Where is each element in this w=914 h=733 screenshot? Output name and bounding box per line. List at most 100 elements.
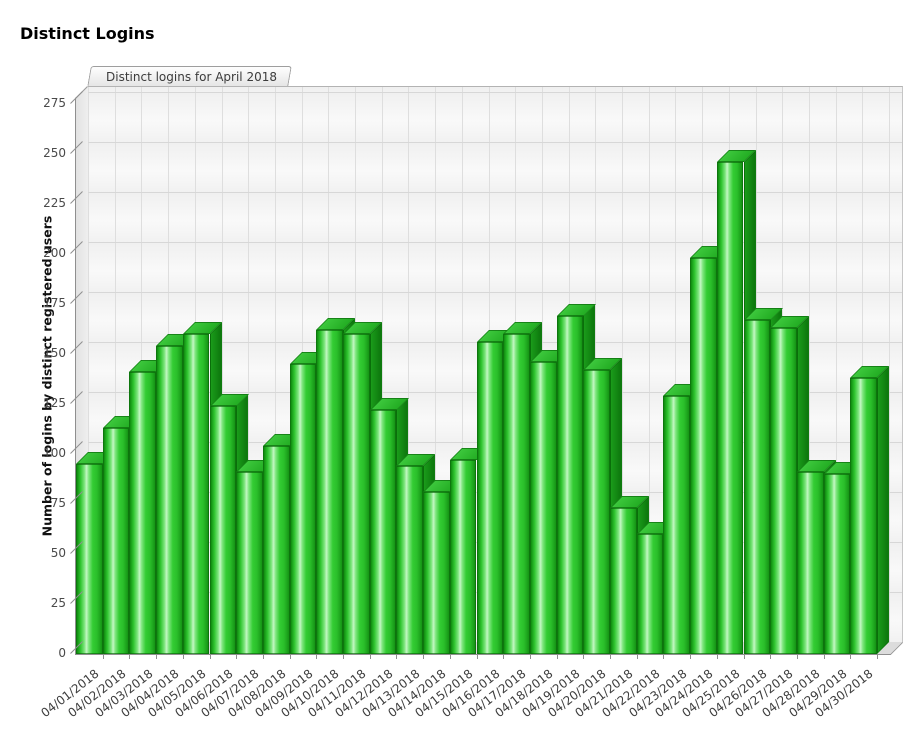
y-tick-label: 275 — [43, 96, 66, 110]
v-gridline — [862, 87, 864, 642]
bar-04/17/2018[interactable] — [503, 334, 530, 654]
bar-04/19/2018[interactable] — [556, 316, 584, 654]
bar-04/12/2018[interactable] — [369, 410, 397, 654]
bar-04/01/2018[interactable] — [76, 464, 103, 654]
x-tick-mark — [796, 655, 798, 659]
y-tick-label: 225 — [43, 196, 66, 210]
bar-04/25/2018[interactable] — [716, 162, 744, 654]
v-gridline — [835, 87, 837, 642]
bar-04/13/2018[interactable] — [396, 466, 424, 654]
x-tick-mark — [743, 655, 745, 659]
bar-04/15/2018[interactable] — [449, 460, 477, 654]
bar-04/30/2018[interactable] — [850, 378, 877, 654]
v-gridline — [622, 87, 623, 642]
y-tick-label: 75 — [50, 496, 66, 510]
bar-04/22/2018[interactable] — [636, 534, 664, 654]
x-tick-mark — [396, 655, 398, 659]
bar-04/18/2018[interactable] — [529, 362, 557, 654]
h-gridline — [87, 242, 902, 243]
v-gridline — [461, 87, 463, 642]
tab-label: Distinct logins for April 2018 — [106, 70, 277, 84]
bar-04/29/2018[interactable] — [823, 474, 851, 654]
bar-04/03/2018[interactable] — [129, 372, 157, 654]
x-tick-mark — [770, 655, 772, 659]
h-gridline — [87, 292, 902, 293]
bar-04/20/2018[interactable] — [583, 370, 610, 654]
h-gridline — [87, 92, 902, 93]
x-tick-mark — [690, 655, 692, 659]
y-tick-label: 0 — [58, 646, 66, 660]
y-tick-label: 150 — [43, 346, 66, 360]
bar-04/14/2018[interactable] — [423, 492, 450, 654]
y-tick-label: 175 — [43, 296, 66, 310]
y-tick-label: 25 — [50, 596, 66, 610]
bar-04/09/2018[interactable] — [289, 364, 317, 654]
x-tick-mark — [556, 655, 558, 659]
x-tick-mark — [182, 655, 184, 659]
v-gridline — [221, 87, 223, 642]
bar-04/08/2018[interactable] — [262, 446, 290, 654]
x-tick-mark — [316, 655, 318, 659]
y-tick-label: 250 — [43, 146, 66, 160]
v-gridline — [408, 87, 410, 642]
x-tick-mark — [716, 655, 718, 659]
bar-04/07/2018[interactable] — [236, 472, 263, 654]
x-tick-mark — [343, 655, 344, 659]
v-gridline — [889, 87, 890, 642]
x-tick-mark — [102, 655, 104, 659]
bar-04/05/2018[interactable] — [182, 334, 210, 654]
x-tick-mark — [850, 655, 852, 659]
bar-04/21/2018[interactable] — [610, 508, 637, 654]
y-tick-label: 125 — [43, 396, 66, 410]
y-tick-label: 200 — [43, 246, 66, 260]
v-gridline — [114, 87, 116, 642]
x-tick-mark — [449, 655, 451, 659]
bar-04/16/2018[interactable] — [476, 342, 504, 654]
bar-04/26/2018[interactable] — [743, 320, 771, 654]
bar-04/04/2018[interactable] — [156, 346, 183, 654]
bar-04/23/2018[interactable] — [663, 396, 691, 654]
bar-04/24/2018[interactable] — [690, 258, 717, 654]
x-tick-mark — [636, 655, 638, 659]
x-tick-mark — [209, 655, 211, 659]
y-tick-label: 50 — [50, 546, 66, 560]
x-tick-mark — [423, 655, 425, 659]
bar-side-face — [877, 366, 889, 654]
v-gridline — [648, 87, 650, 642]
x-tick-mark — [289, 655, 291, 659]
bar-04/02/2018[interactable] — [102, 428, 130, 654]
x-tick-mark — [823, 655, 825, 659]
x-tick-mark — [583, 655, 585, 659]
h-gridline — [87, 142, 902, 143]
x-tick-mark — [476, 655, 478, 659]
y-tick-label: 100 — [43, 446, 66, 460]
x-tick-mark — [503, 655, 505, 659]
bar-04/27/2018[interactable] — [770, 328, 797, 654]
bar-04/28/2018[interactable] — [796, 472, 824, 654]
v-gridline — [675, 87, 677, 642]
x-tick-mark — [156, 655, 158, 659]
v-gridline — [248, 87, 250, 642]
bar-04/11/2018[interactable] — [343, 334, 370, 654]
y-axis-line — [75, 98, 76, 654]
bar-04/06/2018[interactable] — [209, 406, 237, 654]
x-tick-mark — [236, 655, 238, 659]
h-gridline — [87, 192, 902, 193]
v-gridline — [435, 87, 437, 642]
bar-04/10/2018[interactable] — [316, 330, 343, 654]
v-gridline — [381, 87, 383, 642]
v-gridline — [274, 87, 276, 642]
x-tick-mark — [529, 655, 531, 659]
x-tick-mark — [610, 655, 611, 659]
x-tick-mark — [129, 655, 131, 659]
tab-distinct-logins-april-2018[interactable]: Distinct logins for April 2018 — [87, 66, 292, 87]
v-gridline — [88, 87, 89, 642]
x-tick-mark — [877, 655, 878, 659]
page-title: Distinct Logins — [20, 24, 155, 43]
x-tick-mark — [262, 655, 264, 659]
x-tick-mark — [369, 655, 371, 659]
x-tick-mark — [663, 655, 665, 659]
v-gridline — [808, 87, 810, 642]
